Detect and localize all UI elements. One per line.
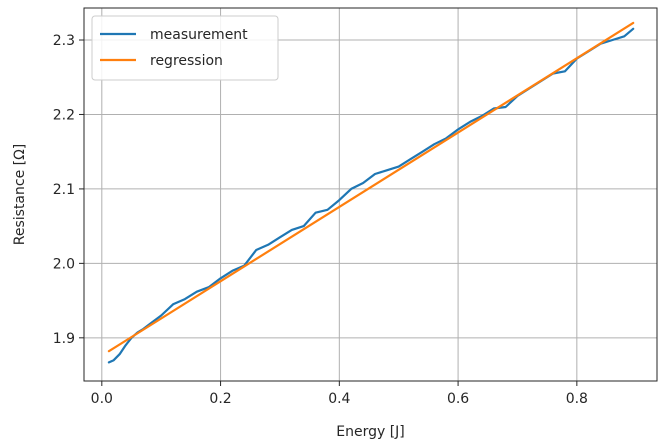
legend-label-measurement: measurement [150,27,248,43]
legend-box [91,15,279,81]
series-line-regression [107,21,635,353]
y-tick-label: 2.1 [53,182,75,198]
x-tick-label: 0.4 [328,391,350,407]
x-tick-label: 0.6 [447,391,469,407]
x-axis-label: Energy [J] [336,424,405,440]
legend-label-regression: regression [150,53,223,69]
ticks: 0.0 0.2 0.4 0.6 0.8 1.9 2.0 2.1 2.2 2.3 [53,33,588,407]
y-axis-label: Resistance [Ω] [12,144,28,246]
y-tick-label: 1.9 [53,331,75,347]
legend: measurement regression [91,15,279,81]
y-tick-label: 2.3 [53,33,75,49]
series-layer [107,21,635,364]
plot-frame [83,7,658,382]
x-tick-label: 0.8 [566,391,588,407]
x-tick-label: 0.2 [209,391,231,407]
x-tick-label: 0.0 [91,391,113,407]
y-tick-label: 2.2 [53,107,75,123]
y-tick-label: 2.0 [53,256,75,272]
